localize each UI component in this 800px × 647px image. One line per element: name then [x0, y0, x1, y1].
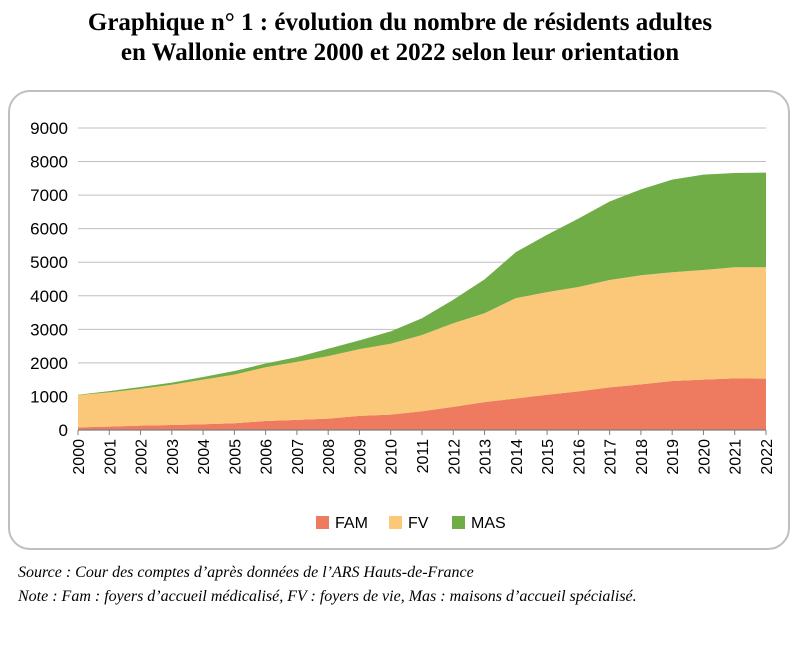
y-tick-label-2000: 2000 [30, 354, 68, 373]
x-tick-label-2013: 2013 [478, 439, 495, 475]
source-text: Source : Cour des comptes d’après donnée… [18, 564, 474, 581]
x-tick-label-2022: 2022 [759, 439, 776, 475]
area-mas [78, 172, 766, 396]
x-tick-label-2005: 2005 [227, 439, 244, 475]
x-tick-label-2012: 2012 [446, 439, 463, 475]
y-tick-label-6000: 6000 [30, 220, 68, 239]
note-text: Note : Fam : foyers d’accueil médicalisé… [18, 588, 637, 605]
y-tick-label-4000: 4000 [30, 287, 68, 306]
x-tick-label-2019: 2019 [665, 439, 682, 475]
y-tick-label-1000: 1000 [30, 387, 68, 406]
x-tick-label-2008: 2008 [321, 439, 338, 475]
x-tick-label-2011: 2011 [415, 439, 432, 474]
area-fam [78, 378, 766, 430]
y-tick-label-5000: 5000 [30, 253, 68, 272]
chart-title: Graphique n° 1 : évolution du nombre de … [0, 8, 800, 68]
x-tick-label-2016: 2016 [571, 439, 588, 475]
title-line-2: en Wallonie entre 2000 et 2022 selon leu… [120, 39, 680, 66]
area-fv [78, 267, 766, 428]
legend-swatch-fv [389, 516, 402, 529]
x-tick-label-2009: 2009 [352, 439, 369, 475]
legend-label-mas: MAS [471, 515, 506, 532]
x-tick-label-2006: 2006 [259, 439, 276, 475]
x-tick-label-2003: 2003 [165, 439, 182, 475]
y-tick-label-8000: 8000 [30, 153, 68, 172]
x-tick-label-2001: 2001 [102, 439, 119, 475]
x-tick-label-2015: 2015 [540, 439, 557, 475]
x-tick-label-2018: 2018 [634, 439, 651, 475]
legend-label-fv: FV [408, 515, 429, 532]
y-tick-label-7000: 7000 [30, 186, 68, 205]
chart-frame [8, 90, 790, 550]
x-tick-label-2000: 2000 [71, 439, 88, 475]
x-tick-label-2017: 2017 [603, 439, 620, 475]
legend-swatch-fam [316, 516, 329, 529]
y-tick-label-9000: 9000 [30, 119, 68, 138]
x-tick-label-2004: 2004 [196, 439, 213, 475]
y-tick-label-0: 0 [59, 421, 68, 440]
x-tick-label-2014: 2014 [509, 439, 526, 475]
x-tick-label-2021: 2021 [728, 439, 745, 475]
x-tick-label-2007: 2007 [290, 439, 307, 475]
title-line-1: Graphique n° 1 : évolution du nombre de … [87, 9, 713, 36]
x-tick-label-2010: 2010 [384, 439, 401, 475]
legend-swatch-mas [452, 516, 465, 529]
x-tick-label-2002: 2002 [134, 439, 151, 475]
stacked-area-chart: 0 1000 2000 3000 4000 5000 6000 7000 8000 9000 200… [30, 119, 776, 532]
legend-label-fam: FAM [335, 515, 368, 532]
y-tick-label-3000: 3000 [30, 320, 68, 339]
x-tick-label-2020: 2020 [696, 439, 713, 475]
